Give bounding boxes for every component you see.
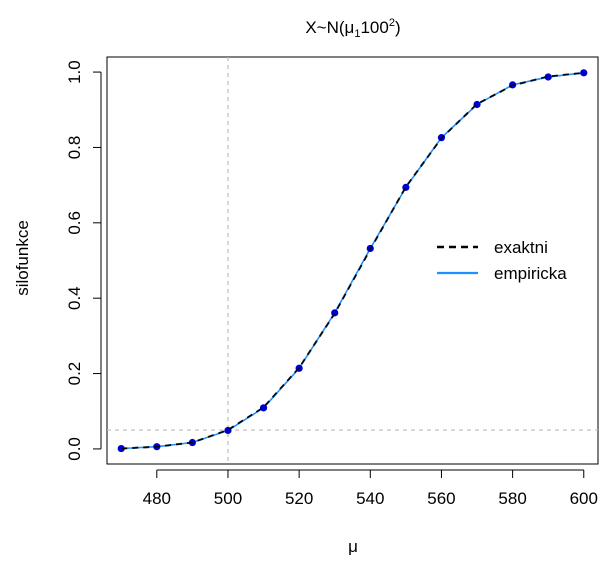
y-tick-label: 0.8 <box>65 136 84 160</box>
series-line-exaktni <box>121 71 584 450</box>
x-tick-label: 560 <box>427 489 455 508</box>
title-end: ) <box>395 18 401 37</box>
title-subscript: 1 <box>354 28 360 40</box>
y-tick-label: 0.6 <box>65 211 84 235</box>
y-tick-label: 0.0 <box>65 437 84 461</box>
title-superscript: 2 <box>389 17 395 29</box>
data-point <box>259 404 268 412</box>
data-point <box>580 69 588 77</box>
title-main: X~N(μ <box>305 18 354 37</box>
data-point <box>544 73 552 81</box>
x-tick-label: 540 <box>356 489 384 508</box>
x-tick-label: 480 <box>143 489 171 508</box>
data-point <box>117 444 125 453</box>
series-line-empiricka <box>121 72 584 450</box>
y-tick-label: 1.0 <box>65 60 84 84</box>
legend: exaktni empiricka <box>437 238 567 283</box>
x-tick-label: 600 <box>570 489 598 508</box>
x-tick-label: 500 <box>214 489 242 508</box>
legend-label: exaktni <box>494 238 548 257</box>
chart-title: X~N(μ11002) <box>305 17 400 40</box>
y-axis-label: silofunkce <box>13 220 32 296</box>
x-axis-label: μ <box>348 537 358 556</box>
y-tick-label: 0.4 <box>65 286 84 310</box>
legend-label: empiricka <box>494 264 567 283</box>
data-point <box>331 309 339 317</box>
y-tick-label: 0.2 <box>65 362 84 386</box>
plot-frame <box>106 56 599 465</box>
x-tick-label: 580 <box>498 489 526 508</box>
title-middle: 100 <box>360 18 388 37</box>
series-line-overlay-exaktni <box>121 72 584 450</box>
x-tick-label: 520 <box>285 489 313 508</box>
data-point <box>402 183 410 191</box>
